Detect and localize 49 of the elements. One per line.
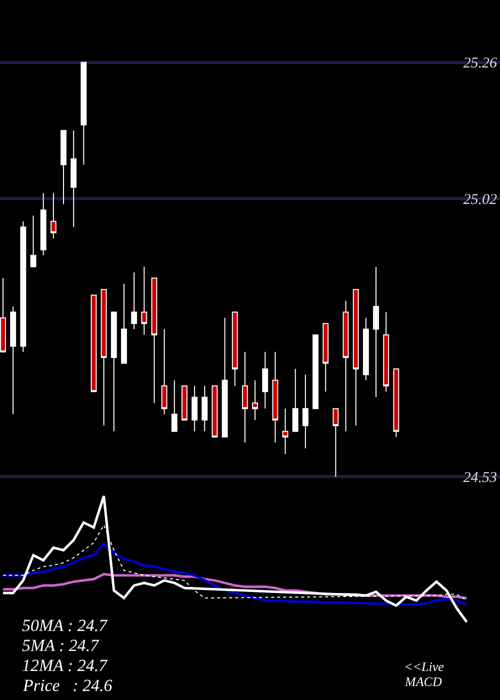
candlestick <box>322 323 329 392</box>
y-tick-label: 24.53 <box>463 470 497 486</box>
candlestick <box>90 294 97 392</box>
candlestick <box>192 385 198 432</box>
candlestick <box>151 278 158 404</box>
candlestick <box>242 351 248 444</box>
candlestick <box>30 215 36 268</box>
candlestick <box>292 368 298 432</box>
candlestick <box>60 130 66 205</box>
candlestick <box>10 306 16 415</box>
candlestick <box>352 288 359 426</box>
candlestick <box>70 130 77 228</box>
text: MACD <box>404 674 442 689</box>
candlestick <box>302 374 308 449</box>
candlestick <box>332 408 339 478</box>
candlestick <box>50 192 56 239</box>
candlestick <box>232 312 238 386</box>
candlestick <box>161 328 168 415</box>
candlestick <box>393 368 400 438</box>
candlestick <box>312 334 318 410</box>
candlestick <box>171 380 178 432</box>
text: 12MA : 24.7 <box>22 656 109 675</box>
candlestick <box>202 385 208 432</box>
candlestick <box>141 266 148 336</box>
candlestick <box>131 272 138 330</box>
candlestick <box>262 351 268 410</box>
candlestick <box>373 266 379 398</box>
candlestick <box>383 312 390 392</box>
annotation: 50MA : 24.7 <box>22 616 109 635</box>
candlestick <box>342 300 349 432</box>
candlestick <box>222 317 228 438</box>
candlestick <box>362 317 369 381</box>
candlestick <box>252 380 258 420</box>
candlestick <box>282 408 288 455</box>
text: 5MA : 24.7 <box>22 636 100 655</box>
candlestick <box>80 62 87 166</box>
y-tick-label: 25.26 <box>463 56 498 72</box>
candlestick <box>40 192 46 256</box>
candlestick <box>212 385 218 438</box>
y-tick-label: 25.02 <box>463 192 498 208</box>
candlestick <box>121 283 127 364</box>
candlestick <box>0 278 6 352</box>
candlestick <box>110 312 117 432</box>
candlestick <box>100 288 107 426</box>
candlestick <box>182 385 188 420</box>
candlestick <box>272 351 278 444</box>
text: Price : 24.6 <box>22 676 113 695</box>
text: <<Live <box>404 659 444 674</box>
candlestick <box>20 220 26 352</box>
